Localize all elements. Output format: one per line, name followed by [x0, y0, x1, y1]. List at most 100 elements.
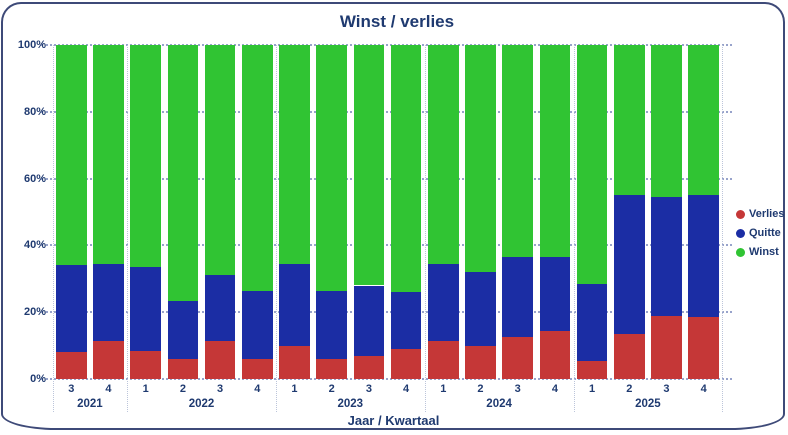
bar-2025-Q2-winst[interactable] [614, 45, 645, 196]
year-separator [573, 45, 575, 412]
bar-2023-Q1-winst[interactable] [279, 45, 310, 264]
x-tick-quarter-label: 4 [700, 383, 707, 395]
bar-2024-Q1-winst[interactable] [428, 45, 459, 264]
bar-2021-Q4-quitte[interactable] [93, 263, 124, 341]
y-axis-tick-label: 0% [30, 373, 46, 385]
bar-2023-Q4-verlies[interactable] [390, 348, 422, 379]
bar-2025-Q4-verlies[interactable] [688, 317, 719, 379]
x-tick-year-label: 2024 [486, 398, 512, 410]
x-tick-quarter-label: 4 [403, 383, 410, 395]
bar-2021-Q3-quitte[interactable] [56, 265, 87, 353]
bar-2025-Q3-winst[interactable] [651, 45, 682, 197]
legend-item-label: Quitte [749, 227, 781, 239]
bar-2022-Q2-winst[interactable] [167, 45, 199, 301]
legend-item-label: Verlies [749, 208, 785, 220]
year-separator [52, 45, 54, 412]
bar-2021-Q3-verlies[interactable] [56, 352, 87, 379]
bar-2022-Q2-quitte[interactable] [167, 300, 199, 359]
bar-2025-Q3-quitte[interactable] [651, 196, 682, 316]
x-tick-year-label: 2022 [188, 398, 215, 410]
x-tick-quarter-label: 2 [179, 383, 186, 395]
bar-2023-Q1-quitte[interactable] [279, 263, 310, 346]
x-tick-quarter-label: 3 [365, 383, 372, 395]
bar-2021-Q4-verlies[interactable] [93, 340, 124, 379]
bar-2023-Q3-verlies[interactable] [353, 355, 385, 379]
bar-2024-Q4-quitte[interactable] [539, 257, 571, 331]
x-tick-year-label: 2021 [77, 398, 103, 410]
bar-2025-Q1-quitte[interactable] [576, 283, 608, 361]
gridline-100% [41, 44, 732, 46]
bar-2022-Q4-verlies[interactable] [242, 358, 273, 379]
x-tick-quarter-label: 4 [254, 383, 261, 395]
bar-2024-Q3-quitte[interactable] [502, 257, 533, 338]
bar-2023-Q1-verlies[interactable] [279, 345, 310, 379]
x-tick-year-label: 2025 [635, 398, 661, 410]
bar-2025-Q2-verlies[interactable] [614, 333, 645, 379]
x-tick-quarter-label: 3 [514, 383, 521, 395]
x-tick-quarter-label: 1 [291, 383, 298, 395]
bar-2023-Q4-winst[interactable] [390, 45, 422, 293]
bar-2025-Q4-quitte[interactable] [688, 195, 719, 318]
bar-2024-Q3-verlies[interactable] [502, 337, 533, 379]
legend-dot-icon [736, 209, 745, 219]
y-axis-tick-label: 80% [23, 105, 46, 118]
legend-item-verlies[interactable]: Verlies [736, 208, 784, 220]
year-separator [424, 45, 426, 412]
bar-2025-Q1-verlies[interactable] [576, 360, 608, 379]
gridline-20% [41, 311, 732, 314]
bar-2025-Q1-winst[interactable] [576, 45, 608, 284]
bar-2022-Q3-quitte[interactable] [204, 275, 236, 341]
bar-2022-Q2-verlies[interactable] [167, 358, 199, 379]
plot-area: 0% 20% 40% 60% 80% 100% 3 4 1 2 3 4 1 2 3 4 1 2 3 4 1 2 3 4 2021… [18, 39, 732, 412]
x-tick-quarter-label: 2 [477, 383, 484, 395]
x-tick-quarter-label: 1 [440, 383, 447, 395]
y-axis-tick-label: 60% [23, 172, 46, 185]
bar-2023-Q2-winst[interactable] [316, 45, 347, 291]
gridline-0% [41, 378, 732, 380]
year-separator [275, 45, 277, 412]
bar-2024-Q2-quitte[interactable] [465, 272, 496, 346]
y-axis-tick-label: 40% [23, 239, 46, 252]
gridline-40% [41, 244, 732, 247]
bar-2022-Q3-verlies[interactable] [204, 340, 236, 379]
bar-2025-Q2-quitte[interactable] [614, 195, 645, 334]
legend: Verlies Quitte Winst [736, 208, 784, 258]
bar-2022-Q4-quitte[interactable] [242, 290, 273, 359]
bar-2025-Q3-verlies[interactable] [651, 315, 682, 379]
bar-2023-Q3-quitte[interactable] [353, 285, 385, 356]
bar-2022-Q1-verlies[interactable] [130, 350, 161, 379]
bar-2024-Q3-winst[interactable] [502, 45, 533, 258]
bar-2023-Q3-winst[interactable] [353, 45, 385, 286]
x-axis-title: Jaar / Kwartaal [347, 413, 440, 428]
bar-2022-Q1-winst[interactable] [130, 45, 161, 268]
x-tick-quarter-label: 3 [68, 383, 75, 395]
bar-2024-Q4-winst[interactable] [539, 45, 571, 258]
bar-2023-Q2-verlies[interactable] [316, 358, 347, 379]
y-axis-tick-label: 20% [23, 306, 46, 319]
legend-item-winst[interactable]: Winst [736, 246, 784, 258]
legend-item-label: Winst [749, 246, 779, 258]
x-tick-quarter-label: 2 [328, 383, 335, 395]
bar-2021-Q4-winst[interactable] [93, 45, 124, 264]
year-separator [722, 45, 724, 412]
bar-2023-Q4-quitte[interactable] [390, 292, 422, 349]
bar-2024-Q2-verlies[interactable] [465, 345, 496, 379]
x-tick-quarter-label: 3 [663, 383, 670, 395]
bar-2025-Q4-winst[interactable] [688, 45, 719, 196]
gridline-80% [41, 110, 732, 113]
bar-2021-Q3-winst[interactable] [56, 45, 87, 266]
y-axis-tick-label: 100% [17, 39, 46, 51]
bar-2024-Q1-verlies[interactable] [428, 340, 459, 379]
bar-2022-Q4-winst[interactable] [242, 45, 273, 291]
bar-2022-Q3-winst[interactable] [204, 45, 236, 276]
legend-dot-icon [736, 228, 745, 238]
year-separator [127, 45, 129, 412]
bar-2024-Q2-winst[interactable] [465, 45, 496, 273]
bar-2024-Q1-quitte[interactable] [428, 263, 459, 341]
bar-2023-Q2-quitte[interactable] [316, 290, 347, 359]
x-tick-quarter-label: 4 [105, 383, 112, 395]
legend-dot-icon [736, 247, 745, 257]
legend-item-quitte[interactable]: Quitte [736, 227, 784, 239]
bar-2022-Q1-quitte[interactable] [130, 267, 161, 351]
bar-2024-Q4-verlies[interactable] [539, 330, 571, 379]
